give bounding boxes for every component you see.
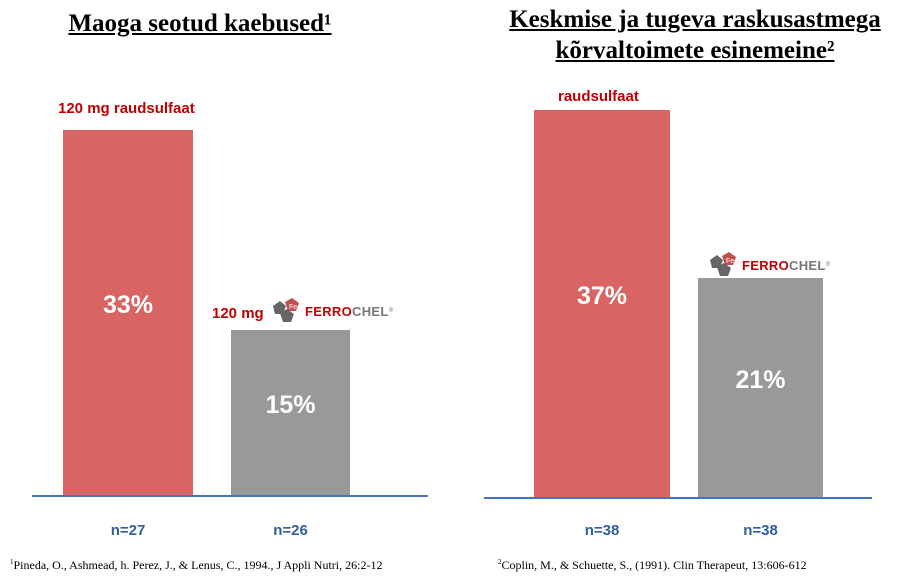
left-gray-bar-label: 120 mg <box>212 305 264 322</box>
footnote-mark: 1 <box>10 558 14 566</box>
svg-text:Fe: Fe <box>726 258 734 265</box>
raudsulfaat-bar <box>63 129 193 496</box>
left-chart-title: Maoga seotud kaebused¹ <box>68 10 332 37</box>
right-x-axis <box>484 497 872 499</box>
svg-text:Fe: Fe <box>289 304 297 311</box>
raudsulfaat-bar <box>534 109 670 498</box>
ferrochel-logo: Fe FERRO CHEL ® <box>271 298 393 324</box>
right-chart-title: Keskmise ja tugeva raskusastmega kõrvalt… <box>470 4 907 66</box>
ferrochel-bar <box>231 329 350 496</box>
right-red-bar-label: raudsulfaat <box>558 88 639 105</box>
ferrochel-logo-right: Fe FERRO CHEL ® <box>708 252 830 278</box>
footnote-1: 1Pineda, O., Ashmead, h. Perez, J., & Le… <box>10 558 382 573</box>
value-label: 33% <box>102 290 154 319</box>
right-title-line-1: Keskmise ja tugeva raskusastmega <box>509 6 881 33</box>
n-label: n=26 <box>273 522 308 539</box>
n-label: n=27 <box>110 522 146 539</box>
footnote-text: Coplin, M., & Schuette, S., (1991). Clin… <box>501 558 807 572</box>
left-x-axis <box>32 495 428 497</box>
value-label: 37% <box>576 281 628 310</box>
logo-chel-text: CHEL <box>352 303 389 319</box>
ferrochel-bar <box>698 277 823 498</box>
right-title-line-2: kõrvaltoimete esinemeine² <box>555 37 835 64</box>
footnote-text: Pineda, O., Ashmead, h. Perez, J., & Len… <box>13 558 383 572</box>
footnote-mark: 2 <box>498 558 502 566</box>
n-label: n=38 <box>743 522 778 539</box>
logo-ferro-text: FERRO <box>305 303 352 319</box>
ferrochel-logo-icon: Fe <box>710 252 736 276</box>
value-label: 15% <box>265 390 316 419</box>
n-label: n=38 <box>584 522 620 539</box>
left-red-bar-label: 120 mg raudsulfaat <box>58 100 195 117</box>
logo-ferro-text: FERRO <box>742 257 789 273</box>
logo-reg: ® <box>825 262 831 268</box>
logo-reg: ® <box>388 308 394 314</box>
logo-chel-text: CHEL <box>789 257 826 273</box>
value-label: 21% <box>735 365 786 394</box>
footnote-2: 2Coplin, M., & Schuette, S., (1991). Cli… <box>498 558 807 573</box>
ferrochel-logo-icon: Fe <box>273 298 299 322</box>
